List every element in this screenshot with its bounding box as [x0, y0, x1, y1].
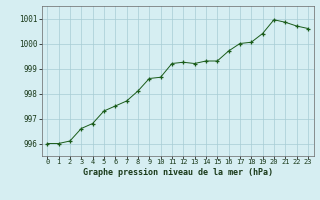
X-axis label: Graphe pression niveau de la mer (hPa): Graphe pression niveau de la mer (hPa)	[83, 168, 273, 177]
